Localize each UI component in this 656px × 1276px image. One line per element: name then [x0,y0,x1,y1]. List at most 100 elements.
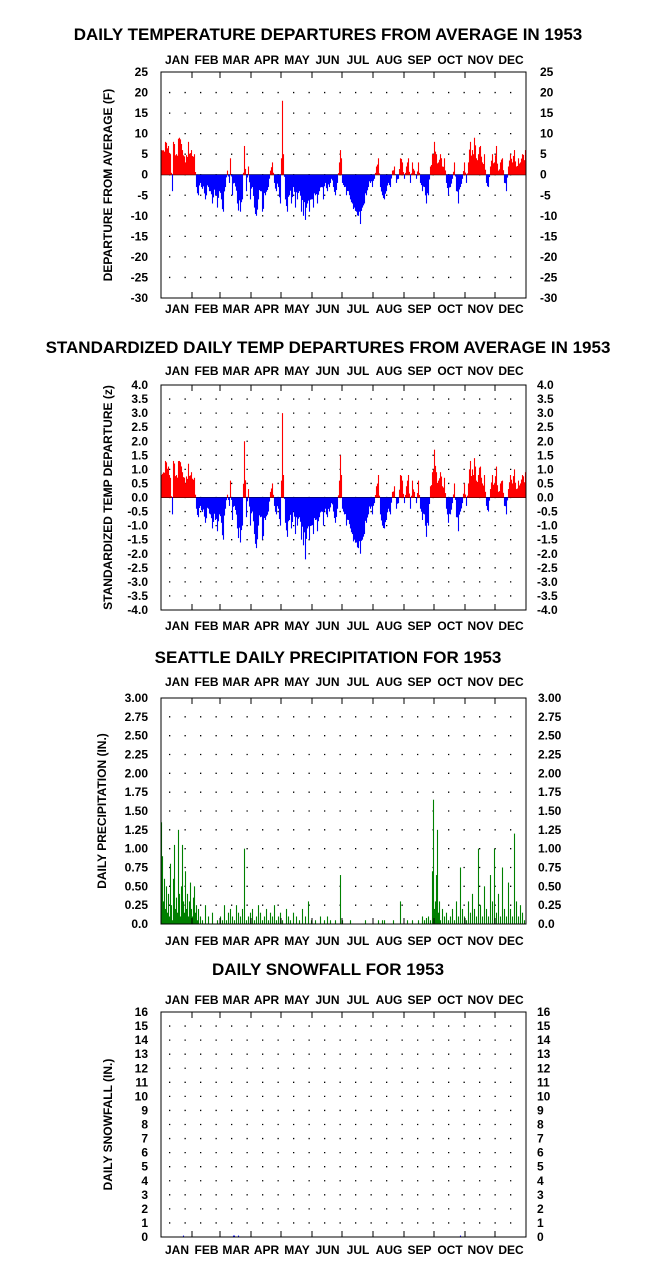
month-label: DEC [498,53,524,67]
month-label: DEC [498,1243,524,1257]
month-label: JAN [165,53,189,67]
month-label: MAY [284,993,310,1007]
y-tick-label: 0.25 [538,898,562,912]
month-label: APR [254,993,280,1007]
month-label: MAY [284,1243,310,1257]
y-tick-label: 2.5 [537,420,554,434]
y-tick-label: 0.75 [125,861,149,875]
series-bars [160,100,527,225]
month-label: DEC [498,619,524,633]
month-label: AUG [376,934,403,948]
y-tick-label: 2.50 [125,729,149,743]
y-tick-label: 2.50 [538,729,562,743]
month-label: JUN [315,53,339,67]
month-label: JAN [165,364,189,378]
month-label: FEB [195,934,219,948]
month-label: NOV [467,619,493,633]
y-tick-label: 10 [537,1089,551,1103]
month-label: FEB [195,364,219,378]
chart-title: DAILY TEMPERATURE DEPARTURES FROM AVERAG… [74,25,583,44]
y-tick-label: 4.0 [537,378,554,392]
y-tick-label: 16 [135,1005,149,1019]
y-tick-label: 3.0 [131,406,148,420]
y-tick-label: 2.00 [538,766,562,780]
y-tick-label: -4.0 [127,603,148,617]
chart-title: STANDARDIZED DAILY TEMP DEPARTURES FROM … [46,338,611,357]
month-label: DEC [498,302,524,316]
y-tick-label: 13 [135,1047,149,1061]
month-label: JUN [315,993,339,1007]
y-tick-label: 2.0 [537,434,554,448]
month-label: MAY [284,364,310,378]
y-tick-label: 14 [537,1033,551,1047]
month-label: AUG [376,364,403,378]
y-tick-label: 1.75 [125,785,149,799]
month-label: MAR [222,302,250,316]
y-tick-label: 1.50 [125,804,149,818]
month-label: FEB [195,675,219,689]
y-tick-label: 1.25 [538,823,562,837]
month-label: AUG [376,675,403,689]
y-tick-label: 9 [141,1103,148,1117]
month-label: AUG [376,619,403,633]
y-tick-label: 1.5 [537,448,554,462]
y-tick-label: -25 [131,270,149,284]
y-tick-label: 1.0 [131,462,148,476]
y-tick-label: 0.50 [538,879,562,893]
month-label: MAR [222,675,250,689]
month-label: JAN [165,934,189,948]
month-label: APR [254,934,280,948]
y-tick-label: -10 [131,209,149,223]
y-tick-label: 2.25 [538,748,562,762]
y-axis-label: STANDARDIZED TEMP DEPARTURE (z) [101,385,115,610]
y-tick-label: 2.00 [125,766,149,780]
y-tick-label: 14 [135,1033,149,1047]
month-label: MAR [222,1243,250,1257]
y-axis-label: DEPARTURE FROM AVERAGE (F) [101,89,115,281]
y-tick-label: -15 [131,229,149,243]
y-tick-label: 2.75 [125,710,149,724]
y-tick-label: -30 [131,291,149,305]
month-label: OCT [437,934,463,948]
month-label: JUN [315,302,339,316]
month-label: AUG [376,53,403,67]
month-label: DEC [498,364,524,378]
y-axis-label: DAILY SNOWFALL (IN.) [101,1059,115,1191]
month-label: JUN [315,619,339,633]
month-label: FEB [195,302,219,316]
month-label: MAR [222,993,250,1007]
month-label: JAN [165,993,189,1007]
month-label: DEC [498,993,524,1007]
y-tick-label: 0.0 [538,917,555,931]
y-tick-label: 11 [135,1075,148,1089]
y-tick-label: 1.50 [538,804,562,818]
month-label: SEP [407,53,431,67]
y-tick-label: 1.0 [537,462,554,476]
y-tick-label: 5 [540,147,547,161]
y-tick-label: -20 [540,250,558,264]
y-tick-label: 4 [141,1174,148,1188]
month-label: MAY [284,53,310,67]
plot-frame [160,697,527,925]
y-tick-label: 9 [537,1103,544,1117]
y-tick-label: 10 [540,127,554,141]
y-tick-label: 3.00 [125,691,149,705]
month-label: SEP [407,302,431,316]
y-tick-label: 1.00 [538,842,562,856]
y-tick-label: 0.50 [125,879,149,893]
y-tick-label: 10 [135,127,149,141]
month-label: OCT [437,675,463,689]
month-label: APR [254,364,280,378]
month-label: MAR [222,934,250,948]
month-label: JUL [347,364,370,378]
y-tick-label: 3.5 [537,392,554,406]
y-tick-label: 3.5 [131,392,148,406]
month-label: MAY [284,302,310,316]
month-label: SEP [407,1243,431,1257]
month-label: NOV [467,993,493,1007]
y-tick-label: 3 [537,1188,544,1202]
y-tick-label: 0 [540,168,547,182]
y-tick-label: 0.0 [131,491,148,505]
y-tick-label: -4.0 [537,603,558,617]
y-tick-label: 0 [537,1230,544,1244]
